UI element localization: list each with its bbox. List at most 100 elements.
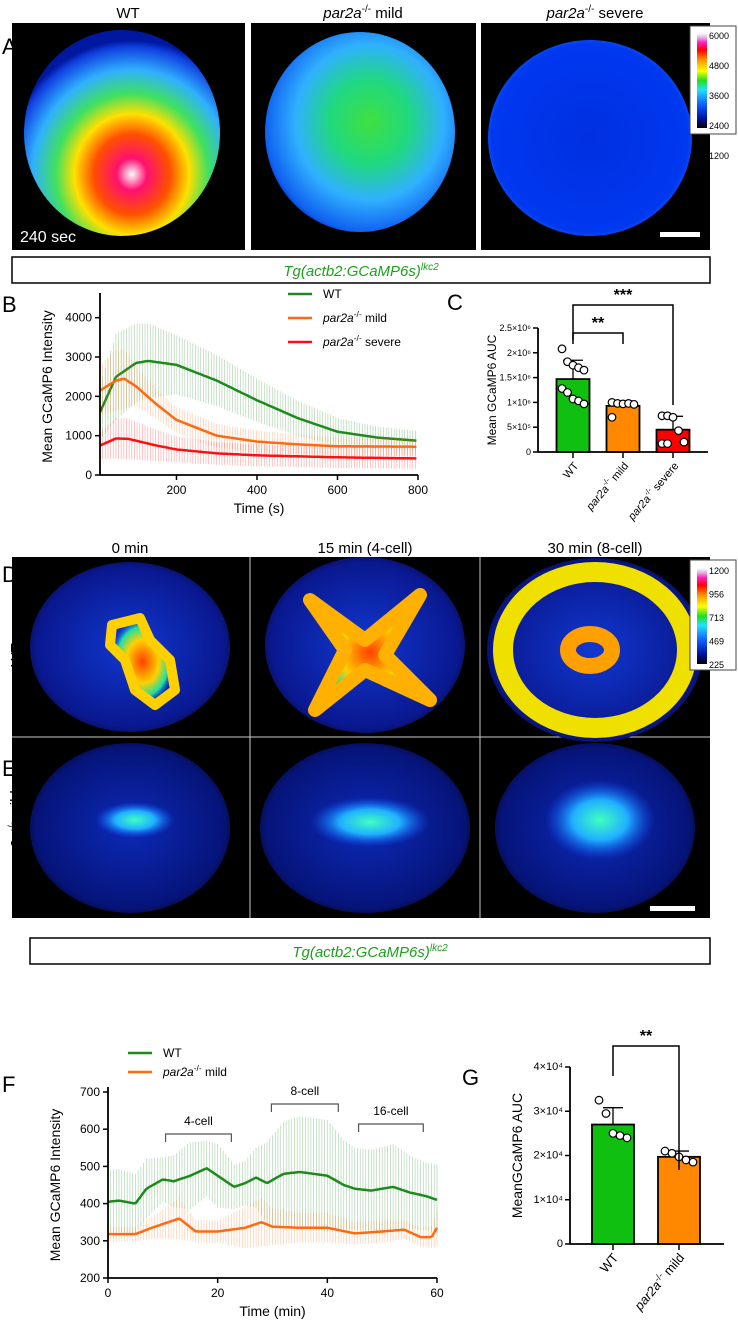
- gene-name: par2a: [626, 493, 654, 523]
- genotype-superscript: -/-: [642, 486, 654, 498]
- scale-bar-icon: [660, 232, 700, 237]
- colorbar-tick: 225: [709, 660, 724, 670]
- data-point: [622, 1133, 632, 1143]
- panel-label-f: F: [2, 1072, 15, 1097]
- data-point: [594, 1095, 604, 1105]
- legend-label-mild: par2a-/- mild: [162, 1063, 227, 1079]
- y-tick-label: 0: [85, 468, 92, 482]
- panel-a-images: 240 sec 6000 4800 3600 2400 1200: [12, 23, 737, 250]
- colorbar-tick: 469: [709, 637, 724, 647]
- colorbar-tick: 3600: [709, 91, 729, 101]
- colorbar-gradient: [697, 33, 707, 128]
- y-tick-label: 200: [80, 1271, 100, 1285]
- y-tick-label: 1×10⁴: [533, 1194, 563, 1206]
- bar: [591, 1123, 635, 1245]
- series-line-mild: [99, 377, 417, 448]
- panel-d-title-0: 0 min: [112, 540, 149, 557]
- data-point: [668, 412, 678, 422]
- colorbar-tick: 2400: [709, 121, 729, 131]
- panel-a-titles: WT par2a-/- mild par2a-/- severe: [116, 4, 643, 22]
- data-point: [629, 399, 639, 409]
- y-tick-label: 2×10⁶: [507, 348, 531, 358]
- data-point: [674, 426, 683, 436]
- panel-d-title-2: 30 min (8-cell): [547, 540, 642, 557]
- x-tick-label: 40: [321, 1286, 335, 1300]
- stage-bracket: [164, 1133, 232, 1142]
- embryo-wt-30min: [487, 558, 703, 742]
- y-tick-label: 500: [80, 1159, 100, 1173]
- row-label-mild: par2a-/- mild: [7, 790, 25, 871]
- stage-bracket: [270, 1103, 339, 1112]
- y-tick-label: 2000: [65, 389, 92, 403]
- data-point: [579, 399, 589, 409]
- chart-f-intensity-time: WT par2a-/- mild 200 300 400 500 600 700 0 20 40 60…: [47, 1046, 444, 1319]
- transgene-label-box-1: Tg(actb2:GCaMP6s)lkc2: [11, 256, 711, 284]
- legend-label-severe: par2a-/- severe: [322, 333, 401, 349]
- y-axis-title: Mean GCaMP6 Intensity: [47, 1109, 63, 1262]
- colorbar-tick: 713: [709, 613, 724, 623]
- x-tick-label: par2a-/- mild: [581, 458, 631, 513]
- y-tick-label: 600: [80, 1122, 100, 1136]
- label-suffix: mild: [202, 1065, 227, 1079]
- panel-label-b: B: [2, 292, 17, 317]
- label-suffix: severe: [362, 335, 402, 349]
- y-tick-label: 2×10⁴: [533, 1150, 563, 1162]
- x-tick-label: 0: [105, 1286, 112, 1300]
- x-tick-label: WT: [597, 1250, 622, 1275]
- stage-label: 4-cell: [184, 1114, 213, 1128]
- y-tick-label: 2.5×10⁶: [500, 323, 532, 333]
- series-line-severe: [99, 437, 417, 460]
- colorbar-gradient: [697, 568, 707, 664]
- genotype-superscript: -/-: [194, 1063, 202, 1073]
- panel-d-e-images: 1200 956 713 469 225: [12, 557, 737, 918]
- significance-bracket: [572, 332, 624, 344]
- label-suffix: mild: [362, 311, 387, 325]
- genotype-superscript: -/-: [354, 333, 362, 343]
- data-point: [679, 437, 689, 447]
- series-line-mild: [108, 1217, 439, 1239]
- y-tick-label: 4×10⁴: [533, 1061, 563, 1073]
- scale-bar-icon: [650, 906, 695, 911]
- y-tick-label: 0: [557, 1238, 563, 1250]
- chart-g-auc-bars: WT par2a-/- mild 0 1×10⁴ 2×10⁴ 3×10⁴ 4×10⁴ Mean…: [509, 1028, 724, 1314]
- error-bars-mild: [99, 349, 416, 456]
- x-tick-label: WT: [561, 460, 581, 481]
- x-tick-label: 20: [211, 1286, 225, 1300]
- gene-name: par2a: [322, 311, 354, 325]
- gene-name: par2a: [322, 335, 354, 349]
- significance-label: ***: [614, 287, 633, 304]
- label-suffix: mild: [607, 460, 631, 486]
- y-tick-label: 700: [80, 1085, 100, 1099]
- data-point: [667, 1148, 677, 1158]
- y-tick-label: 3×10⁴: [533, 1105, 563, 1117]
- gene-name: par2a: [584, 484, 612, 514]
- y-tick-label: 1000: [65, 429, 92, 443]
- x-tick-label: 200: [166, 483, 186, 497]
- transgene-label-box-2: Tg(actb2:GCaMP6s)lkc2: [29, 937, 711, 965]
- colorbar-a: 6000 4800 3600 2400 1200: [689, 25, 737, 161]
- panel-d-title-1: 15 min (4-cell): [317, 540, 412, 557]
- y-tick-label: 0: [526, 447, 531, 457]
- panel-d-titles: 0 min 15 min (4-cell) 30 min (8-cell): [112, 540, 643, 557]
- data-point: [688, 1157, 698, 1167]
- legend-label-mild: par2a-/- mild: [322, 309, 387, 325]
- data-point: [663, 439, 672, 448]
- y-axis-title: Mean GCaMP6 AUC: [485, 334, 499, 445]
- y-axis-title: Mean GCaMP6 Intensity: [39, 310, 55, 463]
- label-suffix: severe: [649, 460, 681, 495]
- legend-label-wt: WT: [323, 287, 342, 301]
- embryo-severe: [488, 40, 692, 236]
- colorbar-d: 1200 956 713 469 225: [689, 559, 737, 671]
- significance-label: **: [592, 315, 605, 332]
- timestamp-label: 240 sec: [20, 229, 76, 246]
- panel-a-title-wt: WT: [116, 5, 139, 22]
- series-line-wt: [107, 1166, 438, 1205]
- data-point: [563, 388, 572, 397]
- x-axis-title: Time (s): [234, 500, 285, 516]
- stage-label: 8-cell: [291, 1084, 320, 1098]
- x-axis-title: Time (min): [239, 1303, 305, 1319]
- colorbar-tick: 956: [709, 590, 724, 600]
